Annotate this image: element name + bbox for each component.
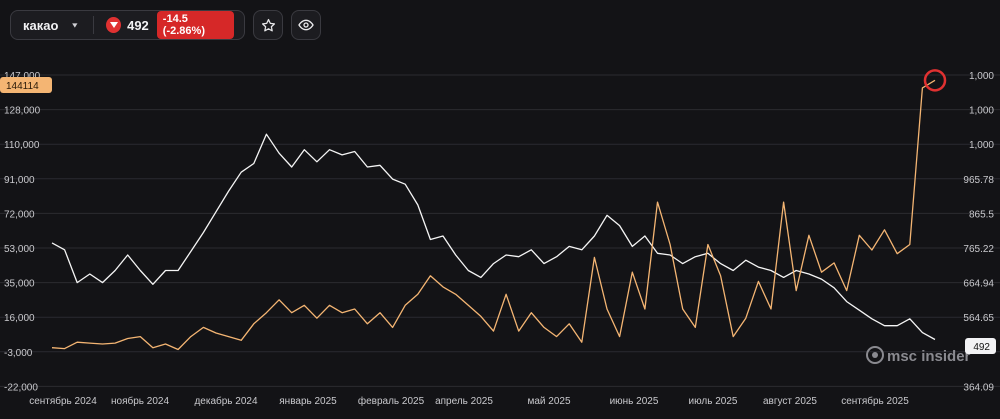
left-axis-tick: 128,000 xyxy=(4,106,41,117)
highlight-marker xyxy=(923,69,947,92)
left-axis-current-badge xyxy=(0,77,52,93)
toolbar: какао ▼ 492 -14.5 (-2.86%) xyxy=(10,10,321,40)
right-axis-tick: 1,000 xyxy=(969,140,994,151)
triangle-down-icon xyxy=(106,17,122,33)
left-axis-tick: 72,000 xyxy=(4,209,35,220)
x-axis-tick: май 2025 xyxy=(527,396,570,407)
right-axis-tick: 865.5 xyxy=(969,209,994,220)
left-axis-tick: 147,000 xyxy=(4,71,41,82)
x-axis-tick: сентябрь 2025 xyxy=(841,395,909,407)
left-axis-tick: 16,000 xyxy=(4,313,35,324)
x-axis-tick: январь 2025 xyxy=(279,396,337,407)
star-icon xyxy=(261,18,275,31)
ticker-selector[interactable]: какао ▼ 492 -14.5 (-2.86%) xyxy=(10,10,245,40)
watermark-logo-icon xyxy=(866,346,884,364)
left-axis-tick: 35,000 xyxy=(4,279,35,290)
right-axis-tick: 364.09 xyxy=(963,382,994,393)
favorite-button[interactable] xyxy=(253,10,283,40)
right-axis-tick: 1,000 xyxy=(969,106,994,117)
x-axis-tick: декабрь 2024 xyxy=(194,395,258,407)
left-axis-tick: -3,000 xyxy=(4,348,33,359)
x-axis-tick: апрель 2025 xyxy=(435,396,493,407)
right-axis-tick: 765.22 xyxy=(963,244,994,255)
price-change-badge: -14.5 (-2.86%) xyxy=(156,11,234,39)
right-axis-tick: 564.65 xyxy=(963,313,994,324)
left-axis-tick: -22,000 xyxy=(4,382,38,393)
right-axis-tick: 1,000 xyxy=(969,71,994,82)
current-price: 492 xyxy=(127,17,149,33)
watermark: msc insider xyxy=(866,346,971,365)
watch-button[interactable] xyxy=(291,10,321,40)
left-axis-tick: 110,000 xyxy=(4,140,40,151)
watermark-text: msc insider xyxy=(887,348,971,365)
left-axis-tick: 91,000 xyxy=(4,175,35,186)
right-axis-tick: 664.94 xyxy=(963,279,994,290)
left-axis-current-label: 144114 xyxy=(6,81,39,92)
right-axis-tick: 965.78 xyxy=(963,175,994,186)
series-line-1 xyxy=(51,79,936,351)
ticker-name: какао xyxy=(23,17,59,33)
x-axis-tick: февраль 2025 xyxy=(358,395,425,407)
right-axis-current-badge xyxy=(965,338,996,354)
x-axis-tick: сентябрь 2024 xyxy=(29,395,97,407)
chevron-down-icon: ▼ xyxy=(70,21,80,29)
x-axis-tick: июнь 2025 xyxy=(610,396,659,407)
series-line-0 xyxy=(51,133,936,341)
left-axis-tick: 53,000 xyxy=(4,244,35,255)
right-axis-current-label: 492 xyxy=(973,342,990,353)
eye-icon xyxy=(298,19,314,31)
divider xyxy=(93,16,95,34)
x-axis-tick: июль 2025 xyxy=(689,396,738,407)
x-axis-tick: август 2025 xyxy=(763,396,817,407)
x-axis-tick: ноябрь 2024 xyxy=(111,395,169,407)
